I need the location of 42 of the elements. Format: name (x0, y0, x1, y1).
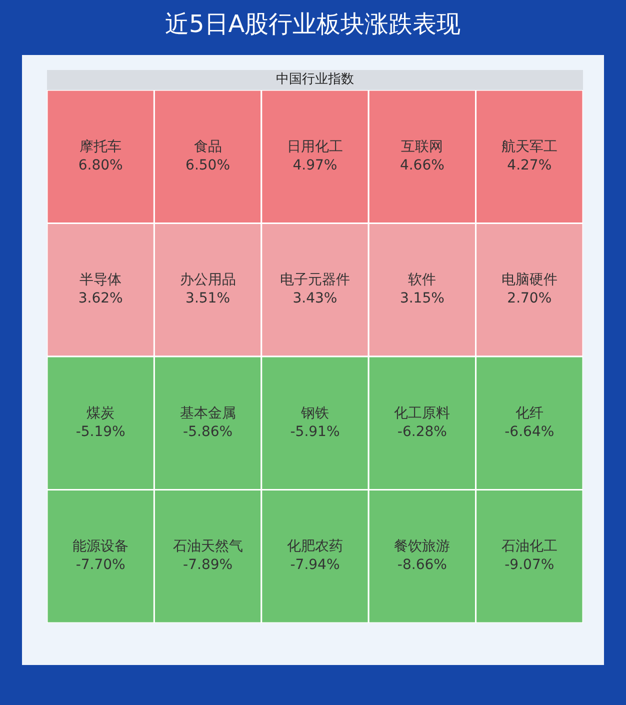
data-label: 4.66% (400, 157, 444, 174)
category-label: 软件 (408, 272, 436, 288)
category-label: 化纤 (515, 405, 544, 422)
data-label: 4.97% (292, 157, 338, 174)
data-label: -7.70% (76, 557, 126, 574)
category-label: 餐饮旅游 (394, 538, 450, 555)
category-label: 石油化工 (501, 538, 558, 555)
data-label: 3.43% (292, 290, 338, 307)
category-label: 钢铁 (300, 405, 329, 422)
data-label: -5.19% (76, 424, 126, 440)
data-label: -7.89% (183, 557, 233, 574)
data-label: -5.86% (183, 424, 233, 440)
category-label: 半导体 (80, 272, 122, 288)
category-label: 能源设备 (72, 538, 129, 555)
data-label: -8.66% (397, 557, 447, 574)
data-label: 4.27% (507, 157, 552, 174)
data-label: -6.64% (504, 424, 554, 440)
text: 中国行业指数 (276, 72, 354, 87)
category-label: 基本金属 (180, 405, 236, 422)
category-label: 石油天然气 (172, 538, 243, 555)
data-label: 3.62% (78, 290, 123, 307)
data-label: 6.50% (186, 157, 230, 174)
data-label: -5.91% (290, 424, 340, 440)
data-label: -9.07% (504, 557, 554, 574)
category-label: 航天军工 (501, 138, 558, 155)
category-label: 电子元器件 (280, 272, 350, 288)
category-label: 电脑硬件 (501, 272, 558, 288)
category-label: 摩托车 (80, 138, 122, 155)
data-label: -7.94% (290, 557, 340, 574)
category-label: 互联网 (401, 138, 444, 155)
data-label: -6.28% (397, 424, 447, 440)
category-label: 化工原料 (394, 405, 450, 422)
data-label: 3.51% (186, 290, 230, 307)
category-label: 食品 (194, 138, 222, 155)
category-label: 日用化工 (287, 138, 343, 155)
category-label: 煤炭 (86, 405, 115, 422)
data-label: 6.80% (78, 157, 123, 174)
data-label: 3.15% (400, 290, 444, 307)
category-label: 办公用品 (180, 272, 236, 288)
category-label: 化肥农药 (287, 538, 343, 555)
text: 近5日A股行业板块涨跌表现 (165, 10, 461, 38)
data-label: 2.70% (507, 290, 552, 307)
